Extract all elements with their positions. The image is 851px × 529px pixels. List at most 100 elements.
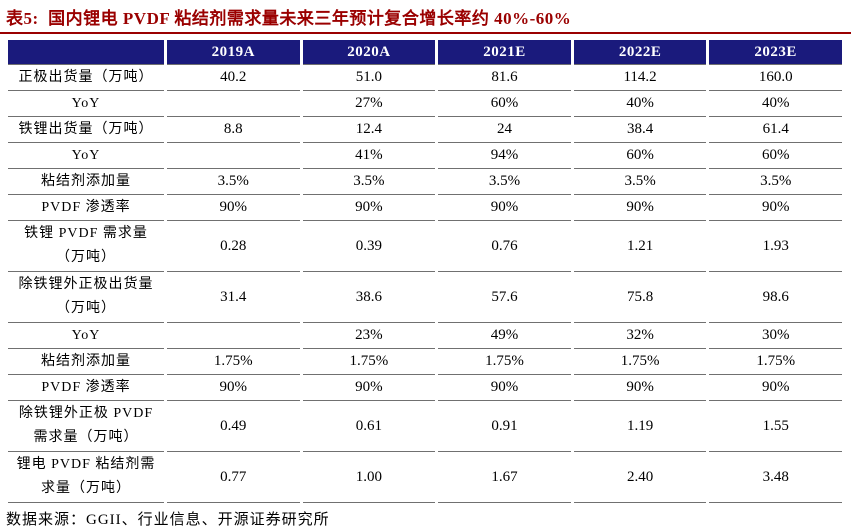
row-label: 粘结剂添加量 [8,349,164,375]
value-cell: 40.2 [167,65,300,91]
value-cell: 23% [302,323,436,349]
value-cell: 90% [302,375,436,401]
header-row: 2019A 2020A 2021E 2022E 2023E [8,40,842,65]
table-row: 粘结剂添加量 1.75% 1.75% 1.75% 1.75% 1.75% [8,349,842,375]
value-cell: 3.5% [438,169,571,195]
column-header-2019A: 2019A [167,40,300,65]
row-label: 正极出货量（万吨） [8,65,164,91]
value-cell: 1.19 [573,401,707,452]
value-cell: 32% [573,323,707,349]
value-cell: 0.77 [167,452,300,503]
table-row: YoY 41% 94% 60% 60% [8,143,842,169]
value-cell: 2.40 [573,452,707,503]
value-cell: 0.91 [438,401,571,452]
value-cell: 31.4 [167,272,300,323]
table-row: YoY 27% 60% 40% 40% [8,91,842,117]
value-cell: 60% [709,143,842,169]
value-cell: 41% [302,143,436,169]
value-cell [167,143,300,169]
row-label: 粘结剂添加量 [8,169,164,195]
value-cell: 0.61 [302,401,436,452]
value-cell: 51.0 [302,65,436,91]
value-cell: 3.5% [167,169,300,195]
row-label: 铁锂 PVDF 需求量 （万吨） [8,221,164,272]
value-cell: 49% [438,323,571,349]
row-label: PVDF 渗透率 [8,375,164,401]
value-cell: 60% [438,91,571,117]
value-cell: 40% [573,91,707,117]
row-label: 除铁锂外正极出货量 （万吨） [8,272,164,323]
value-cell: 0.39 [302,221,436,272]
value-cell: 1.75% [573,349,707,375]
table-title: 表5: 国内锂电 PVDF 粘结剂需求量未来三年预计复合增长率约 40%-60% [0,0,851,34]
value-cell: 3.5% [302,169,436,195]
value-cell: 98.6 [709,272,842,323]
value-cell: 81.6 [438,65,571,91]
value-cell: 90% [438,195,571,221]
value-cell: 3.5% [573,169,707,195]
value-cell: 30% [709,323,842,349]
value-cell: 38.6 [302,272,436,323]
value-cell: 0.28 [167,221,300,272]
value-cell [167,91,300,117]
value-cell: 1.00 [302,452,436,503]
column-header-2020A: 2020A [302,40,436,65]
value-cell: 90% [709,375,842,401]
value-cell: 24 [438,117,571,143]
value-cell: 114.2 [573,65,707,91]
value-cell: 1.75% [438,349,571,375]
value-cell: 27% [302,91,436,117]
value-cell: 3.5% [709,169,842,195]
row-label: 锂电 PVDF 粘结剂需 求量（万吨） [8,452,164,503]
value-cell: 60% [573,143,707,169]
row-label: YoY [8,91,164,117]
value-cell: 90% [709,195,842,221]
value-cell: 90% [302,195,436,221]
column-header-2021E: 2021E [438,40,571,65]
value-cell: 0.49 [167,401,300,452]
row-label: YoY [8,323,164,349]
value-cell: 3.48 [709,452,842,503]
value-cell: 94% [438,143,571,169]
table-row: 铁锂 PVDF 需求量 （万吨） 0.28 0.39 0.76 1.21 1.93 [8,221,842,272]
table-row: 除铁锂外正极 PVDF 需求量（万吨） 0.49 0.61 0.91 1.19 1.55 [8,401,842,452]
value-cell: 90% [438,375,571,401]
value-cell [167,323,300,349]
table-row: 粘结剂添加量 3.5% 3.5% 3.5% 3.5% 3.5% [8,169,842,195]
data-source-note: 数据来源：GGII、行业信息、开源证券研究所 [6,512,330,528]
value-cell: 90% [167,375,300,401]
value-cell: 1.75% [167,349,300,375]
value-cell: 90% [573,375,707,401]
value-cell: 90% [573,195,707,221]
table-row: PVDF 渗透率 90% 90% 90% 90% 90% [8,375,842,401]
row-label: YoY [8,143,164,169]
value-cell: 75.8 [573,272,707,323]
column-header-2022E: 2022E [573,40,707,65]
value-cell: 38.4 [573,117,707,143]
value-cell: 1.67 [438,452,571,503]
table-row: 除铁锂外正极出货量 （万吨） 31.4 38.6 57.6 75.8 98.6 [8,272,842,323]
table-row: PVDF 渗透率 90% 90% 90% 90% 90% [8,195,842,221]
column-header-2023E: 2023E [709,40,842,65]
value-cell: 8.8 [167,117,300,143]
table-body: 正极出货量（万吨） 40.2 51.0 81.6 114.2 160.0 YoY 27% 60%… [8,65,842,503]
value-cell: 12.4 [302,117,436,143]
row-label: PVDF 渗透率 [8,195,164,221]
value-cell: 1.93 [709,221,842,272]
row-label: 除铁锂外正极 PVDF 需求量（万吨） [8,401,164,452]
value-cell: 61.4 [709,117,842,143]
value-cell: 160.0 [709,65,842,91]
value-cell: 1.75% [709,349,842,375]
table-row: 正极出货量（万吨） 40.2 51.0 81.6 114.2 160.0 [8,65,842,91]
value-cell: 1.55 [709,401,842,452]
value-cell: 57.6 [438,272,571,323]
value-cell: 1.21 [573,221,707,272]
row-label: 铁锂出货量（万吨） [8,117,164,143]
table-row: 铁锂出货量（万吨） 8.8 12.4 24 38.4 61.4 [8,117,842,143]
table-row: YoY 23% 49% 32% 30% [8,323,842,349]
column-header-label [8,40,164,65]
data-table: 2019A 2020A 2021E 2022E 2023E 正极出货量（万吨） 40.2 5… [5,40,845,503]
table-row: 锂电 PVDF 粘结剂需 求量（万吨） 0.77 1.00 1.67 2.40 3.48 [8,452,842,503]
value-cell: 1.75% [302,349,436,375]
